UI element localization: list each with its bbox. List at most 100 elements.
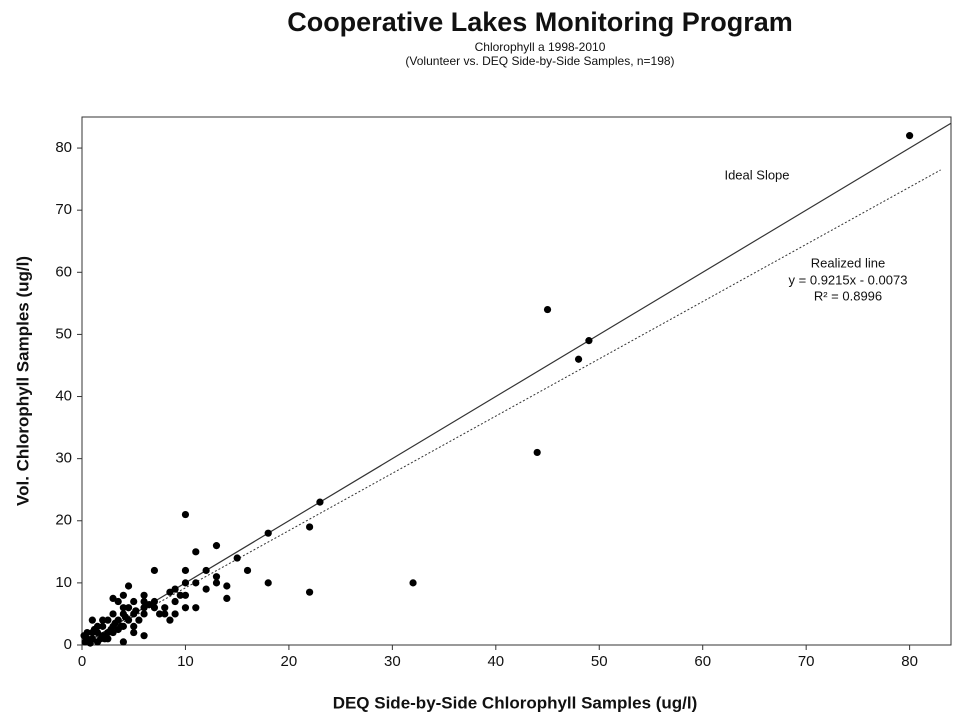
point: [86, 639, 94, 647]
point: [171, 585, 179, 593]
point: [135, 616, 143, 624]
y-tick-label: 10: [55, 574, 72, 591]
point: [117, 622, 125, 630]
point: [192, 548, 200, 556]
point: [140, 591, 148, 599]
point: [132, 607, 140, 615]
point: [119, 638, 127, 646]
y-tick-label: 70: [55, 201, 72, 218]
chart-subtitle: (Volunteer vs. DEQ Side-by-Side Samples,…: [405, 54, 674, 68]
x-tick-label: 60: [694, 653, 711, 670]
point: [130, 622, 138, 630]
point: [99, 616, 107, 624]
x-axis-label: DEQ Side-by-Side Chlorophyll Samples (ug…: [333, 693, 698, 712]
point: [906, 132, 914, 140]
line-label: Realized line: [811, 255, 885, 270]
trend-line: [81, 122, 952, 646]
x-tick-label: 30: [384, 653, 401, 670]
point: [124, 582, 133, 590]
point: [104, 616, 112, 624]
point: [202, 566, 210, 575]
point: [574, 355, 583, 363]
point: [111, 619, 119, 627]
x-tick-label: 0: [78, 653, 86, 670]
point: [161, 604, 169, 612]
point: [166, 588, 174, 596]
point: [140, 610, 148, 618]
point: [264, 579, 272, 587]
point: [181, 566, 190, 575]
point: [88, 616, 96, 624]
point: [99, 622, 107, 630]
point: [305, 523, 314, 531]
point: [90, 625, 99, 634]
point: [109, 594, 117, 603]
point: [166, 616, 174, 624]
point: [142, 601, 150, 609]
point: [150, 566, 159, 575]
point: [212, 573, 221, 581]
x-tick-label: 40: [487, 653, 504, 670]
point: [305, 588, 314, 596]
point: [181, 579, 190, 587]
point: [409, 579, 417, 587]
chart-subtitle: Chlorophyll a 1998-2010: [475, 40, 606, 54]
point: [150, 597, 159, 606]
point: [233, 554, 241, 562]
point: [107, 625, 115, 634]
point: [181, 591, 190, 599]
point: [533, 448, 541, 457]
x-tick-label: 20: [281, 653, 298, 670]
y-tick-label: 80: [55, 139, 72, 156]
point: [223, 582, 231, 590]
point: [130, 597, 138, 606]
point: [212, 579, 221, 587]
point: [202, 585, 210, 593]
point: [119, 591, 127, 599]
point: [192, 579, 200, 587]
y-tick-label: 20: [55, 512, 72, 529]
point: [155, 610, 164, 618]
y-tick-label: 40: [55, 387, 72, 404]
point: [181, 510, 190, 519]
x-tick-label: 50: [591, 653, 608, 670]
point: [192, 604, 200, 612]
x-tick-label: 80: [901, 653, 918, 670]
point: [176, 591, 184, 599]
point: [124, 604, 133, 612]
chart-title: Cooperative Lakes Monitoring Program: [287, 7, 793, 37]
point: [140, 632, 148, 640]
point: [121, 613, 130, 621]
annotation: R² = 0.8996: [814, 288, 882, 303]
point: [97, 635, 105, 643]
point: [109, 610, 117, 618]
trend-line: [81, 169, 941, 646]
x-tick-label: 10: [177, 653, 194, 670]
point: [114, 597, 122, 606]
point: [585, 337, 593, 345]
point: [543, 305, 552, 314]
point: [171, 610, 179, 618]
point: [80, 632, 88, 640]
y-axis-label: Vol. Chlorophyll Samples (ug/l): [13, 256, 32, 506]
x-tick-label: 70: [798, 653, 815, 670]
line-label: Ideal Slope: [724, 167, 789, 182]
point: [161, 610, 169, 618]
y-tick-label: 0: [64, 636, 72, 653]
y-tick-label: 30: [55, 450, 72, 467]
point: [223, 594, 231, 603]
point: [264, 529, 272, 537]
point: [150, 604, 159, 612]
point: [212, 542, 221, 550]
point: [119, 604, 127, 612]
y-tick-label: 50: [55, 325, 72, 342]
annotation: y = 0.9215x - 0.0073: [789, 272, 908, 287]
point: [130, 628, 138, 637]
point: [171, 597, 179, 606]
point: [316, 498, 324, 506]
y-tick-label: 60: [55, 263, 72, 280]
point: [181, 604, 190, 612]
point: [243, 566, 252, 575]
plot-frame: [81, 116, 952, 646]
